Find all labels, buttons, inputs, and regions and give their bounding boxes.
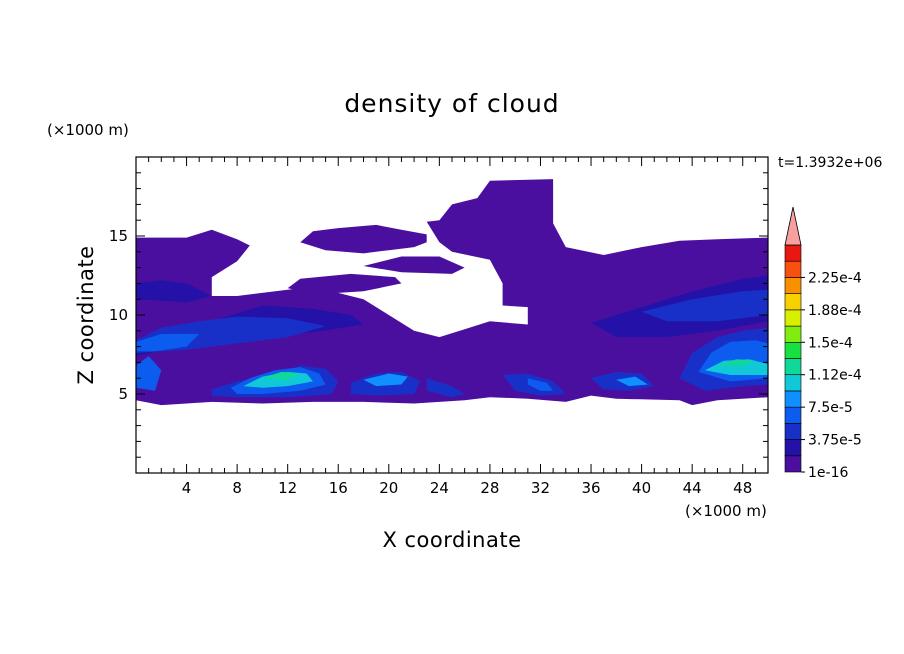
cloud-region-level-1: [136, 280, 212, 303]
x-tick-label: 28: [480, 479, 499, 497]
colorbar-swatch: [784, 260, 802, 278]
cloud-region-level-3: [136, 356, 162, 391]
cloud-region-level-0: [287, 273, 402, 295]
y-tick-label: 5: [118, 385, 128, 403]
x-tick-label: 20: [379, 479, 398, 497]
x-tick-label: 48: [733, 479, 752, 497]
colorbar-swatch: [784, 390, 802, 408]
cloud-region-level-0: [363, 256, 465, 274]
cloud-region-level-2: [426, 378, 465, 398]
colorbar-label: 7.5e-5: [808, 400, 853, 416]
cloud-region-level-6: [262, 371, 301, 380]
colorbar-swatch: [784, 244, 802, 262]
cloud-region-level-3: [136, 334, 200, 352]
colorbar-swatch: [784, 406, 802, 424]
cloud-region-level-5: [704, 359, 768, 375]
x-tick-label: 4: [182, 479, 192, 497]
cloud-region-level-0: [300, 224, 427, 254]
colorbar-swatch: [784, 293, 802, 311]
x-tick-label: 8: [232, 479, 242, 497]
cloud-region-level-5: [243, 371, 313, 388]
colorbar: 1e-16 3.75e-5 7.5e-5 1.12e-4 1.5e-4 1.88e-4 2.…: [784, 206, 862, 481]
colorbar-swatch: [784, 358, 802, 376]
colorbar-swatch: [784, 455, 802, 473]
y-unit-label: (×1000 m): [47, 121, 129, 139]
colorbar-swatch: [784, 325, 802, 343]
x-tick-label: 32: [531, 479, 550, 497]
colorbar-swatch: [784, 309, 802, 327]
colorbar-extend-triangle: [784, 206, 802, 246]
colorbar-label: 3.75e-5: [808, 433, 862, 449]
cloud-density-field: [136, 179, 768, 406]
cloud-region-level-4: [363, 373, 408, 387]
x-tick-label: 12: [278, 479, 297, 497]
cloud-region-level-2: [641, 289, 768, 322]
x-axis-ticks: 4 8 12 16 20 24 28 32 36 40 44 48: [148, 157, 756, 497]
colorbar-swatch: [784, 341, 802, 359]
cloud-region-level-6: [717, 359, 756, 366]
colorbar-label: 1e-16: [808, 465, 848, 481]
y-tick-label: 10: [109, 306, 128, 324]
colorbar-label: 2.25e-4: [808, 270, 862, 286]
colorbar-swatch: [784, 277, 802, 294]
colorbar-label: 1.12e-4: [808, 368, 862, 384]
y-tick-label: 15: [109, 227, 128, 245]
cloud-region-level-4: [616, 376, 648, 387]
x-unit-label: (×1000 m): [685, 502, 767, 520]
colorbar-swatch: [784, 439, 802, 457]
colorbar-swatch: [784, 374, 802, 392]
time-label: t=1.3932e+06: [778, 155, 882, 171]
y-axis-ticks: 5 10 15: [109, 172, 768, 458]
colorbar-label: 1.5e-4: [808, 335, 853, 351]
chart-title: density of cloud: [344, 89, 559, 118]
x-tick-label: 16: [329, 479, 348, 497]
x-tick-label: 24: [430, 479, 449, 497]
x-tick-label: 36: [581, 479, 600, 497]
x-axis-label: X coordinate: [382, 528, 521, 552]
cloud-region-level-3: [527, 378, 554, 391]
cloud-region-level-0: [136, 179, 768, 406]
x-tick-label: 40: [632, 479, 651, 497]
colorbar-label: 1.88e-4: [808, 303, 862, 319]
y-axis-label: Z coordinate: [74, 245, 98, 384]
x-tick-label: 44: [683, 479, 702, 497]
colorbar-swatch: [784, 423, 802, 440]
